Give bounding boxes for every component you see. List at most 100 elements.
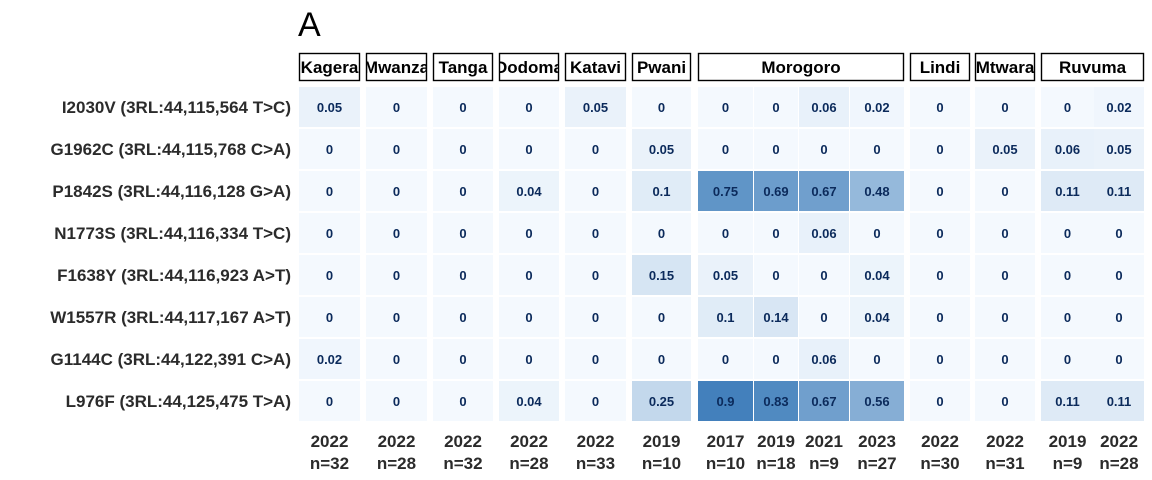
heatmap-cell [299, 129, 360, 169]
cell-value-label: 0.11 [1055, 184, 1080, 199]
heatmap-cell [1094, 381, 1144, 421]
column-year-label: 2022 [510, 432, 548, 451]
cell-value-label: 0 [592, 268, 599, 283]
heatmap-cell [299, 255, 360, 295]
heatmap-cell [975, 255, 1035, 295]
cell-value-label: 0 [936, 100, 943, 115]
facet-strip-label: Dodoma [495, 58, 564, 77]
heatmap-cell [1041, 129, 1094, 169]
facet-strip-label: Kagera [301, 58, 359, 77]
column-year-label: 2022 [577, 432, 615, 451]
heatmap-cell [433, 381, 493, 421]
heatmap-cell [366, 171, 427, 211]
heatmap-cell [433, 171, 493, 211]
heatmap-cell [499, 255, 559, 295]
cell-value-label: 0.48 [864, 184, 889, 199]
cell-value-label: 0 [873, 142, 880, 157]
cell-value-label: 0 [1115, 268, 1122, 283]
cell-value-label: 0 [1001, 184, 1008, 199]
heatmap-cell [565, 339, 626, 379]
cell-value-label: 0 [326, 310, 333, 325]
heatmap-cell [499, 381, 559, 421]
cell-value-label: 0 [592, 184, 599, 199]
cell-value-label: 0.05 [1106, 142, 1131, 157]
facet-strip-box [974, 52, 1036, 82]
cell-value-label: 0 [936, 352, 943, 367]
cell-value-label: 0.06 [811, 226, 836, 241]
row-labels: I2030V (3RL:44,115,564 T>C) G1962C (3RL:4… [50, 98, 291, 411]
heatmap-cell [975, 129, 1035, 169]
cell-value-label: 0 [393, 100, 400, 115]
heatmap-cell [799, 255, 849, 295]
cell-value-label: 0.05 [583, 100, 608, 115]
heatmap-cell [975, 87, 1035, 127]
column-n-label: n=9 [809, 454, 839, 473]
cell-value-label: 0.05 [713, 268, 738, 283]
heatmap-cell [910, 213, 970, 253]
heatmap-cell [1094, 213, 1144, 253]
cell-value-label: 0.04 [516, 184, 542, 199]
row-label: G1962C (3RL:44,115,768 C>A) [51, 140, 292, 159]
cell-value-label: 0.06 [811, 100, 836, 115]
heatmap-cell [1094, 171, 1144, 211]
cell-value-label: 0 [393, 226, 400, 241]
column-year-label: 2022 [378, 432, 416, 451]
heatmap-cell [366, 381, 427, 421]
heatmap-cell [698, 87, 753, 127]
heatmap-cell [1094, 339, 1144, 379]
heatmap-cell [754, 171, 798, 211]
heatmap-cell [433, 213, 493, 253]
heatmap-cell [366, 255, 427, 295]
cell-value-label: 0.67 [811, 394, 836, 409]
column-n-label: n=10 [706, 454, 745, 473]
heatmap-cell [632, 255, 691, 295]
cell-value-label: 0 [459, 226, 466, 241]
heatmap-cell [565, 129, 626, 169]
cell-value-label: 0 [525, 310, 532, 325]
cell-value-label: 0 [1064, 310, 1071, 325]
heatmap-cell [799, 213, 849, 253]
cell-value-label: 0 [936, 268, 943, 283]
facet-strip-box [432, 52, 494, 82]
facet-strip-label: Mtwara [976, 58, 1035, 77]
heatmap-cell [499, 297, 559, 337]
heatmap-cell [698, 129, 753, 169]
cell-value-label: 0 [722, 352, 729, 367]
row-label: P1842S (3RL:44,116,128 G>A) [52, 182, 291, 201]
heatmap-cell [433, 129, 493, 169]
cell-value-label: 0 [936, 394, 943, 409]
cell-value-label: 0 [459, 310, 466, 325]
cell-value-label: 0 [326, 142, 333, 157]
column-n-label: n=33 [576, 454, 615, 473]
cell-value-label: 0 [1115, 226, 1122, 241]
column-year-label: 2019 [757, 432, 795, 451]
facet-strip-box [631, 52, 692, 82]
cell-value-label: 0.1 [652, 184, 670, 199]
facet-strip-box [365, 52, 428, 82]
facet-strip-label: Mwanza [364, 58, 430, 77]
heatmap-cell [850, 255, 904, 295]
column-year-label: 2022 [444, 432, 482, 451]
heatmap-cell [799, 297, 849, 337]
heatmap-cell [910, 297, 970, 337]
cell-value-label: 0.06 [1055, 142, 1080, 157]
cell-value-label: 0.02 [1106, 100, 1131, 115]
cell-value-label: 0.75 [713, 184, 738, 199]
heatmap-cell [499, 171, 559, 211]
heatmap-cell [975, 213, 1035, 253]
heatmap-cell [632, 129, 691, 169]
heatmap-cell [565, 87, 626, 127]
heatmap-cell [698, 255, 753, 295]
heatmap-cells: 0.05 0 0 0 0.05 0 0 0 0.06 0.02 0 0 0 0.02 0 0 0 0 0 0.05 0 0… [299, 87, 1144, 421]
cell-value-label: 0 [873, 352, 880, 367]
cell-value-label: 0.05 [317, 100, 342, 115]
heatmap-cell [799, 129, 849, 169]
cell-value-label: 0.9 [716, 394, 734, 409]
column-year-label: 2022 [921, 432, 959, 451]
cell-value-label: 0.25 [649, 394, 674, 409]
cell-value-label: 0 [459, 394, 466, 409]
heatmap-cell [1041, 339, 1094, 379]
column-n-label: n=32 [443, 454, 482, 473]
heatmap-cell [1041, 87, 1094, 127]
heatmap-cell [632, 381, 691, 421]
